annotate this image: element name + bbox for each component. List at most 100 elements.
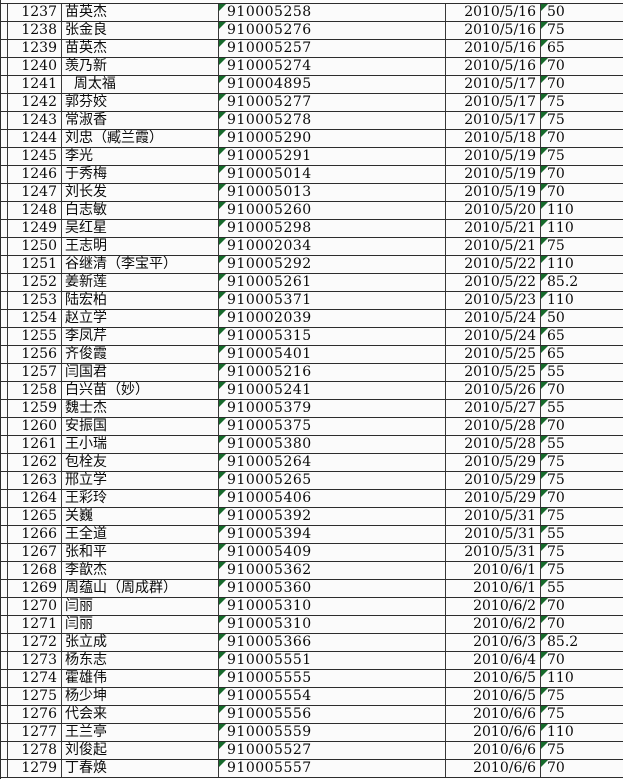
name-cell[interactable]: 白兴苗（妙）	[62, 382, 219, 399]
date-cell[interactable]: 2010/5/31	[446, 544, 541, 561]
gutter-cell[interactable]	[1, 202, 8, 219]
date-cell[interactable]: 2010/6/4	[446, 652, 541, 669]
id-cell[interactable]: 910005379	[219, 400, 446, 417]
name-cell[interactable]: 周蕴山（周成群）	[62, 580, 219, 597]
date-cell[interactable]: 2010/6/3	[446, 634, 541, 651]
name-cell[interactable]: 苗英杰	[62, 4, 219, 21]
row-number-cell[interactable]: 1264	[8, 490, 62, 507]
gutter-cell[interactable]	[1, 580, 8, 597]
id-cell[interactable]: 910005392	[219, 508, 446, 525]
value-cell[interactable]: 75	[541, 472, 623, 489]
name-cell[interactable]: 王志明	[62, 238, 219, 255]
value-cell[interactable]: 50	[541, 310, 623, 327]
value-cell[interactable]: 70	[541, 184, 623, 201]
row-number-cell[interactable]: 1246	[8, 166, 62, 183]
value-cell[interactable]: 85.2	[541, 634, 623, 651]
row-number-cell[interactable]: 1251	[8, 256, 62, 273]
id-cell[interactable]: 910005554	[219, 688, 446, 705]
value-cell[interactable]: 75	[541, 112, 623, 129]
name-cell[interactable]: 于秀梅	[62, 166, 219, 183]
id-cell[interactable]: 910005216	[219, 364, 446, 381]
name-cell[interactable]: 魏士杰	[62, 400, 219, 417]
date-cell[interactable]: 2010/5/17	[446, 112, 541, 129]
id-cell[interactable]: 910005261	[219, 274, 446, 291]
id-cell[interactable]: 910005310	[219, 598, 446, 615]
name-cell[interactable]: 王全道	[62, 526, 219, 543]
name-cell[interactable]: 苗英杰	[62, 40, 219, 57]
name-cell[interactable]: 谷继清（李宝平）	[62, 256, 219, 273]
id-cell[interactable]: 910005394	[219, 526, 446, 543]
row-number-cell[interactable]: 1258	[8, 382, 62, 399]
row-number-cell[interactable]: 1277	[8, 724, 62, 741]
date-cell[interactable]: 2010/5/19	[446, 166, 541, 183]
name-cell[interactable]: 闫国君	[62, 364, 219, 381]
value-cell[interactable]: 70	[541, 616, 623, 633]
name-cell[interactable]: 周太福	[62, 76, 219, 93]
name-cell[interactable]: 李凤芹	[62, 328, 219, 345]
id-cell[interactable]: 910005310	[219, 616, 446, 633]
id-cell[interactable]: 910005276	[219, 22, 446, 39]
date-cell[interactable]: 2010/5/23	[446, 292, 541, 309]
value-cell[interactable]: 70	[541, 598, 623, 615]
date-cell[interactable]: 2010/5/31	[446, 526, 541, 543]
gutter-cell[interactable]	[1, 40, 8, 57]
value-cell[interactable]: 75	[541, 148, 623, 165]
date-cell[interactable]: 2010/5/25	[446, 364, 541, 381]
value-cell[interactable]: 70	[541, 58, 623, 75]
name-cell[interactable]: 安振国	[62, 418, 219, 435]
row-number-cell[interactable]: 1262	[8, 454, 62, 471]
date-cell[interactable]: 2010/5/21	[446, 220, 541, 237]
name-cell[interactable]: 白志敏	[62, 202, 219, 219]
row-number-cell[interactable]: 1238	[8, 22, 62, 39]
value-cell[interactable]: 65	[541, 40, 623, 57]
date-cell[interactable]: 2010/5/20	[446, 202, 541, 219]
date-cell[interactable]: 2010/6/6	[446, 724, 541, 741]
row-number-cell[interactable]: 1269	[8, 580, 62, 597]
id-cell[interactable]: 910005315	[219, 328, 446, 345]
row-number-cell[interactable]: 1278	[8, 742, 62, 759]
date-cell[interactable]: 2010/5/27	[446, 400, 541, 417]
gutter-cell[interactable]	[1, 238, 8, 255]
gutter-cell[interactable]	[1, 400, 8, 417]
name-cell[interactable]: 羡乃新	[62, 58, 219, 75]
date-cell[interactable]: 2010/5/24	[446, 310, 541, 327]
date-cell[interactable]: 2010/5/29	[446, 472, 541, 489]
name-cell[interactable]: 张立成	[62, 634, 219, 651]
row-number-cell[interactable]: 1242	[8, 94, 62, 111]
gutter-cell[interactable]	[1, 346, 8, 363]
id-cell[interactable]: 910005559	[219, 724, 446, 741]
name-cell[interactable]: 张金良	[62, 22, 219, 39]
value-cell[interactable]: 70	[541, 130, 623, 147]
name-cell[interactable]: 齐俊霞	[62, 346, 219, 363]
gutter-cell[interactable]	[1, 364, 8, 381]
row-number-cell[interactable]: 1237	[8, 4, 62, 21]
date-cell[interactable]: 2010/6/5	[446, 670, 541, 687]
date-cell[interactable]: 2010/5/26	[446, 382, 541, 399]
gutter-cell[interactable]	[1, 616, 8, 633]
value-cell[interactable]: 70	[541, 382, 623, 399]
gutter-cell[interactable]	[1, 724, 8, 741]
id-cell[interactable]: 910005380	[219, 436, 446, 453]
id-cell[interactable]: 910005375	[219, 418, 446, 435]
gutter-cell[interactable]	[1, 184, 8, 201]
gutter-cell[interactable]	[1, 76, 8, 93]
id-cell[interactable]: 910005371	[219, 292, 446, 309]
id-cell[interactable]: 910005274	[219, 58, 446, 75]
id-cell[interactable]: 910005409	[219, 544, 446, 561]
date-cell[interactable]: 2010/5/22	[446, 256, 541, 273]
value-cell[interactable]: 55	[541, 364, 623, 381]
value-cell[interactable]: 55	[541, 436, 623, 453]
value-cell[interactable]: 55	[541, 526, 623, 543]
name-cell[interactable]: 李歆杰	[62, 562, 219, 579]
name-cell[interactable]: 包栓友	[62, 454, 219, 471]
value-cell[interactable]: 55	[541, 400, 623, 417]
name-cell[interactable]: 代会来	[62, 706, 219, 723]
value-cell[interactable]: 110	[541, 220, 623, 237]
row-number-cell[interactable]: 1256	[8, 346, 62, 363]
name-cell[interactable]: 闫丽	[62, 598, 219, 615]
id-cell[interactable]: 910004895	[219, 76, 446, 93]
name-cell[interactable]: 关巍	[62, 508, 219, 525]
id-cell[interactable]: 910005362	[219, 562, 446, 579]
id-cell[interactable]: 910005290	[219, 130, 446, 147]
name-cell[interactable]: 刘俊起	[62, 742, 219, 759]
